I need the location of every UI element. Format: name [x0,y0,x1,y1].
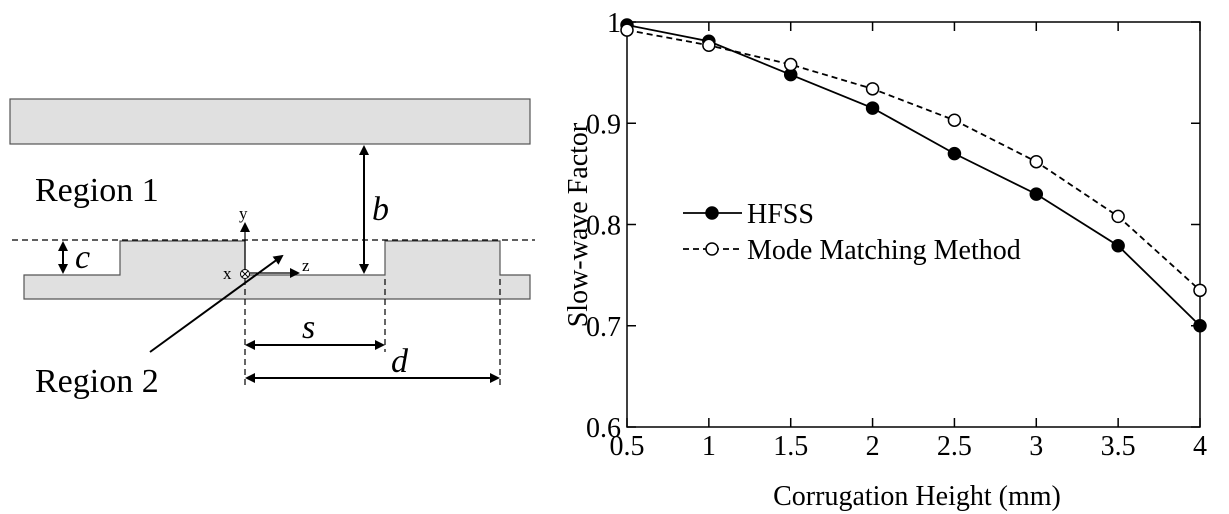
series-0-point [1029,187,1044,201]
series-0-point [865,101,880,115]
legend-hfss-swatch [683,206,742,220]
dim-b-label: b [372,191,389,228]
legend: HFSS Mode Matching Method [683,199,1021,266]
y-tick-label: 0.8 [586,211,621,242]
x-tick-label: 3.5 [1101,431,1136,462]
series-1-point [702,38,716,53]
series-0-point [1111,239,1125,253]
region-2-pointer-arrow [149,254,284,353]
y-axis-title: Slow-wave Factor [563,122,594,327]
top-plate [9,98,531,145]
x-tick-label: 2 [866,431,880,462]
dim-c-label: c [75,239,90,276]
y-axis-ticks: 0.6 0.7 0.8 0.9 1 [586,8,1200,444]
legend-mode-matching-swatch [683,242,742,256]
y-tick-label: 0.7 [586,312,621,343]
series-layer [620,18,1207,333]
series-1-point [865,82,880,96]
x-tick-label: 4 [1193,431,1207,462]
region-2-label: Region 2 [35,363,159,400]
y-tick-label: 0.6 [586,413,621,444]
x-axis-ticks: 0.5 1 1.5 2 2.5 3 3.5 4 [610,22,1207,462]
series-0-point [947,146,962,161]
x-tick-label: 1.5 [773,431,808,462]
plot-frame [626,21,1201,428]
slow-wave-factor-chart: 0.6 0.7 0.8 0.9 1 0.5 1 1.5 2 2.5 3 3.5 4 Corrugati… [563,8,1207,512]
x-tick-label: 2.5 [937,431,972,462]
legend-hfss-label: HFSS [747,199,814,230]
dim-d-label: d [391,343,409,380]
x-tick-label: 1 [702,431,716,462]
x-axis-label: x [223,264,232,283]
y-tick-label: 1 [607,8,621,39]
series-1-point [1193,283,1207,298]
series-1-point [1111,209,1125,224]
series-1-point [1029,154,1044,169]
z-axis-label: z [302,256,310,275]
y-tick-label: 0.9 [586,109,621,140]
corrugated-plate [23,240,531,300]
legend-mode-matching-label: Mode Matching Method [747,235,1021,266]
x-axis-into-page-icon [240,269,250,279]
series-line-1 [626,29,1201,291]
dim-s-label: s [302,309,315,346]
series-1-point [620,23,634,37]
region-1-label: Region 1 [35,172,159,209]
series-line-0 [626,24,1201,327]
series-1-point [783,57,798,72]
x-tick-label: 0.5 [610,431,645,462]
y-axis-label: y [239,204,248,223]
waveguide-diagram: Region 1 Region 2 b c y z x s d [9,98,535,400]
x-axis-title: Corrugation Height (mm) [773,481,1061,512]
series-1-point [947,113,962,127]
x-tick-label: 3 [1029,431,1043,462]
series-0-point [1193,319,1207,333]
